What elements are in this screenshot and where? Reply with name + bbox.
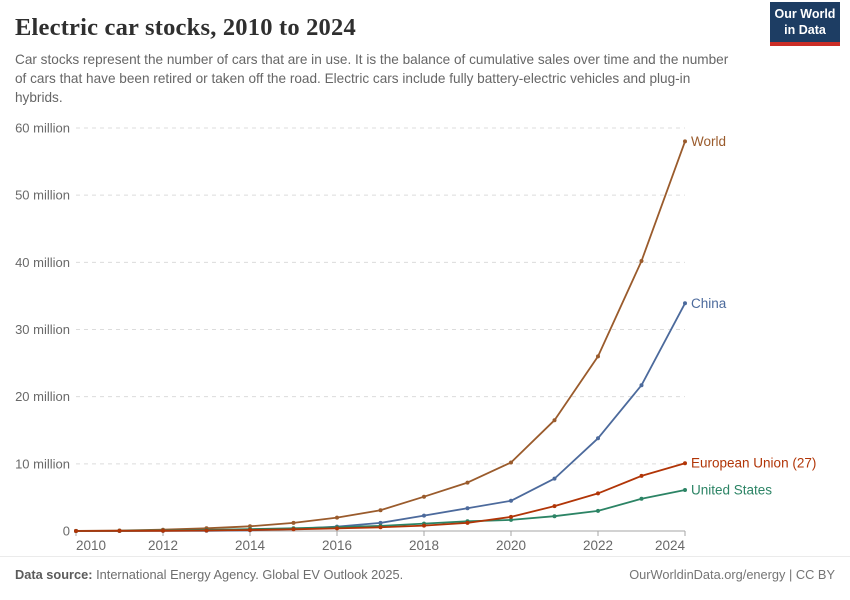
data-point-european-union-27-2016 — [335, 526, 339, 531]
data-point-united-states-2017 — [378, 523, 383, 528]
data-point-european-union-27-2018 — [422, 523, 426, 528]
data-point-european-union-27-2015 — [291, 527, 296, 532]
series-label-united-states: United States — [691, 483, 772, 498]
data-point-world-2023 — [639, 259, 644, 263]
data-point-china-2018 — [422, 513, 426, 518]
data-point-united-states-2022 — [596, 508, 600, 513]
data-point-european-union-27-2017 — [378, 525, 383, 530]
data-point-world-2010 — [74, 528, 78, 533]
data-point-european-union-27-2011 — [117, 528, 122, 533]
data-point-european-union-27-2012 — [161, 528, 165, 533]
data-point-world-2018 — [422, 494, 426, 499]
series-label-european-union-27: European Union (27) — [691, 456, 816, 471]
x-axis-tick-label-2010: 2010 — [76, 538, 106, 553]
series-line-united-states — [75, 489, 686, 532]
chart-header: Electric car stocks, 2010 to 2024 Car st… — [15, 14, 835, 107]
data-point-world-2017 — [378, 508, 383, 513]
data-point-european-union-27-2014 — [248, 528, 252, 532]
data-point-china-2021 — [552, 476, 557, 481]
data-point-china-2022 — [596, 436, 600, 441]
series-line-european-union-27 — [75, 462, 686, 532]
y-axis-tick-label-0: 0 — [63, 524, 70, 539]
data-point-european-union-27-2022 — [596, 491, 600, 496]
series-label-world: World — [691, 134, 726, 149]
data-point-world-2021 — [552, 418, 557, 423]
chart-subtitle: Car stocks represent the number of cars … — [15, 52, 729, 105]
data-point-world-2013 — [204, 526, 209, 531]
owid-logo-red-bar — [770, 42, 840, 47]
data-point-european-union-27-2020 — [509, 514, 513, 519]
data-point-united-states-2021 — [552, 514, 557, 519]
data-point-european-union-27-2010 — [74, 529, 78, 533]
data-point-european-union-27-2023 — [639, 473, 644, 478]
series-label-china: China — [691, 296, 727, 311]
data-point-china-2017 — [378, 520, 383, 525]
license-credit: OurWorldinData.org/energy | CC BY — [629, 567, 835, 582]
data-point-world-2024 — [683, 139, 687, 144]
data-point-united-states-2010 — [74, 529, 78, 533]
data-point-european-union-27-2019 — [465, 520, 470, 525]
data-point-united-states-2014 — [248, 527, 252, 532]
y-axis-tick-label-30: 30 million — [15, 322, 70, 337]
data-point-china-2019 — [465, 506, 470, 511]
data-point-china-2024 — [683, 301, 687, 306]
data-source-label: Data source: — [15, 567, 93, 582]
owid-logo-text: Our World in Data — [770, 2, 840, 43]
data-point-world-2015 — [291, 520, 296, 525]
data-point-united-states-2024 — [683, 488, 687, 492]
owid-logo-line2: in Data — [784, 22, 826, 37]
y-axis-tick-label-10: 10 million — [15, 456, 70, 471]
data-point-united-states-2015 — [291, 526, 296, 531]
data-point-united-states-2016 — [335, 525, 339, 530]
page-title: Electric car stocks, 2010 to 2024 — [15, 14, 356, 41]
x-axis-tick-label-2016: 2016 — [322, 538, 352, 553]
data-point-world-2014 — [248, 524, 252, 529]
data-point-european-union-27-2013 — [204, 528, 209, 533]
data-source-note: Data source: International Energy Agency… — [15, 567, 403, 582]
x-axis-tick-label-2018: 2018 — [409, 538, 439, 553]
data-point-world-2012 — [161, 527, 165, 532]
data-point-united-states-2013 — [204, 527, 209, 532]
data-point-china-2012 — [161, 528, 165, 533]
data-point-united-states-2020 — [509, 517, 513, 522]
y-axis-tick-label-20: 20 million — [15, 389, 70, 404]
data-point-united-states-2011 — [117, 528, 122, 533]
y-axis-tick-label-60: 60 million — [15, 121, 70, 136]
data-point-world-2022 — [596, 354, 600, 359]
data-point-china-2010 — [74, 529, 78, 533]
x-axis-tick-label-2022: 2022 — [583, 538, 613, 553]
data-point-united-states-2019 — [465, 519, 470, 524]
chart-footer: Data source: International Energy Agency… — [0, 556, 850, 582]
data-point-world-2020 — [509, 460, 513, 465]
y-axis-tick-label-40: 40 million — [15, 255, 70, 270]
x-axis-tick-label-2024: 2024 — [655, 538, 686, 553]
data-point-china-2015 — [291, 526, 296, 531]
data-point-world-2011 — [117, 528, 122, 533]
data-point-china-2013 — [204, 528, 209, 533]
data-point-china-2014 — [248, 528, 252, 533]
y-axis-tick-label-50: 50 million — [15, 188, 70, 203]
data-point-china-2023 — [639, 383, 644, 388]
series-line-world — [75, 140, 686, 532]
data-point-world-2016 — [335, 515, 339, 520]
data-point-china-2016 — [335, 524, 339, 529]
data-source-text: International Energy Agency. Global EV O… — [92, 567, 404, 582]
data-point-china-2020 — [509, 498, 513, 503]
x-axis-tick-label-2014: 2014 — [235, 538, 266, 553]
data-point-china-2011 — [117, 529, 122, 533]
owid-logo: Our World in Data — [770, 2, 840, 47]
owid-logo-line1: Our World — [774, 7, 836, 21]
data-point-united-states-2018 — [422, 521, 426, 526]
data-point-world-2019 — [465, 480, 470, 485]
data-point-european-union-27-2024 — [683, 461, 687, 466]
series-line-china — [75, 302, 686, 532]
x-axis-tick-label-2012: 2012 — [148, 538, 178, 553]
x-axis-tick-label-2020: 2020 — [496, 538, 526, 553]
data-point-united-states-2023 — [639, 496, 644, 501]
data-point-european-union-27-2021 — [552, 504, 557, 509]
data-point-united-states-2012 — [161, 528, 165, 533]
